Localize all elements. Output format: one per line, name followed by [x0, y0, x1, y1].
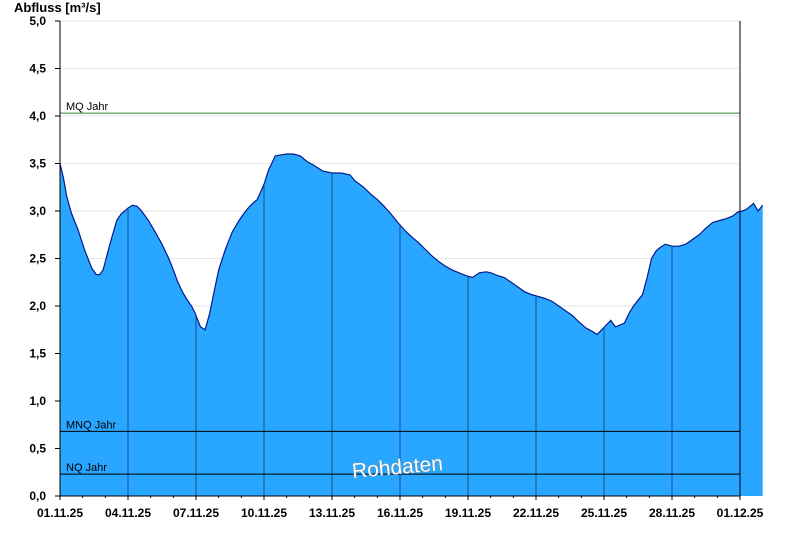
x-tick-label: 10.11.25	[241, 506, 287, 520]
reference-label: MNQ Jahr	[66, 419, 116, 431]
series-area	[59, 153, 764, 496]
y-tick-label: 0,0	[29, 489, 46, 503]
y-tick-label: 2,0	[29, 299, 46, 313]
axes	[55, 20, 741, 500]
y-axis-label: Abfluss [m³/s]	[14, 0, 101, 15]
y-tick-label: 3,0	[29, 204, 46, 218]
x-tick-label: 19.11.25	[445, 506, 491, 520]
y-tick-label: 5,0	[29, 14, 46, 28]
reference-label: NQ Jahr	[66, 462, 107, 474]
y-tick-label: 4,5	[29, 62, 46, 76]
x-tick-label: 01.12.25	[717, 506, 764, 520]
y-tick-label: 2,5	[29, 252, 46, 266]
y-tick-label: 4,0	[29, 109, 46, 123]
y-tick-labels: 0,0 0,5 1,0 1,5 2,0 2,5 3,0 3,5 4,0 4,5 5,0	[29, 14, 46, 503]
x-tick-labels: 01.11.25 04.11.25 07.11.25 10.11.25 13.11.25…	[37, 506, 764, 520]
x-tick-label: 01.11.25	[37, 506, 83, 520]
y-tick-label: 1,0	[29, 394, 46, 408]
reference-label: MQ Jahr	[66, 101, 109, 113]
x-tick-label: 13.11.25	[309, 506, 355, 520]
discharge-area	[60, 154, 763, 496]
x-tick-label: 28.11.25	[649, 506, 695, 520]
reference-lines: MQ Jahr MNQ Jahr NQ Jahr	[60, 101, 740, 475]
x-tick-label: 07.11.25	[173, 506, 219, 520]
y-tick-label: 3,5	[29, 157, 46, 171]
y-tick-label: 1,5	[29, 347, 46, 361]
x-tick-label: 04.11.25	[105, 506, 151, 520]
x-tick-label: 22.11.25	[513, 506, 559, 520]
x-tick-label: 25.11.25	[581, 506, 627, 520]
y-tick-label: 0,5	[29, 442, 46, 456]
x-tick-label: 16.11.25	[377, 506, 423, 520]
discharge-line	[59, 153, 764, 336]
